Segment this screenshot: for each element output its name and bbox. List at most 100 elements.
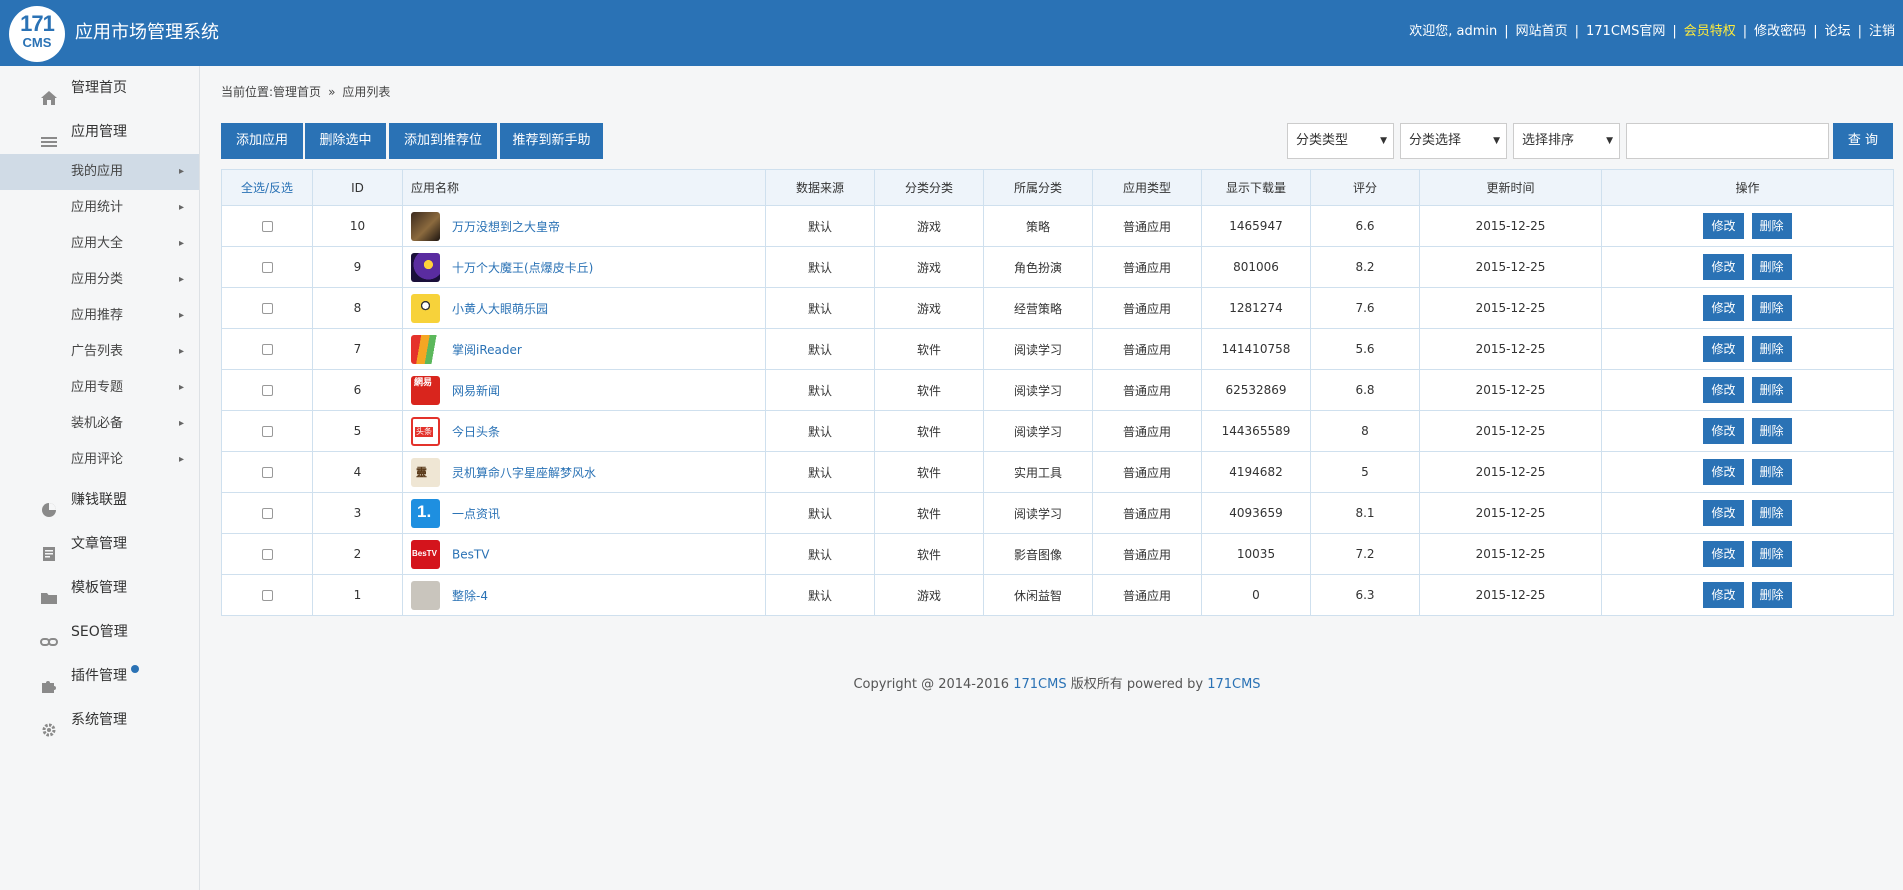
site-home-link[interactable]: 网站首页 bbox=[1515, 24, 1568, 39]
gear-icon bbox=[40, 712, 58, 737]
sidebar-item-app-topic[interactable]: 应用专题 ▸ bbox=[0, 370, 199, 406]
add-to-recommend-button[interactable]: 添加到推荐位 bbox=[389, 123, 497, 159]
sidebar-item-app-manage[interactable]: 应用管理 bbox=[0, 110, 199, 154]
delete-button[interactable]: 删除 bbox=[1751, 500, 1792, 526]
add-app-button[interactable]: 添加应用 bbox=[221, 123, 303, 159]
row-checkbox[interactable] bbox=[261, 221, 273, 232]
delete-button[interactable]: 删除 bbox=[1751, 459, 1792, 485]
cell-category-type: 软件 bbox=[874, 492, 984, 534]
official-site-link[interactable]: 171CMS官网 bbox=[1586, 24, 1666, 39]
row-checkbox[interactable] bbox=[261, 344, 273, 355]
delete-button[interactable]: 删除 bbox=[1751, 336, 1792, 362]
sidebar-item-all-apps[interactable]: 应用大全 ▸ bbox=[0, 226, 199, 262]
edit-button[interactable]: 修改 bbox=[1703, 213, 1744, 239]
delete-button[interactable]: 删除 bbox=[1751, 254, 1792, 280]
row-checkbox[interactable] bbox=[261, 426, 273, 437]
header-downloads: 显示下载量 bbox=[1201, 169, 1311, 206]
delete-button[interactable]: 删除 bbox=[1751, 377, 1792, 403]
breadcrumb-home[interactable]: 管理首页 bbox=[273, 85, 322, 99]
edit-button[interactable]: 修改 bbox=[1703, 541, 1744, 567]
delete-button[interactable]: 删除 bbox=[1751, 418, 1792, 444]
cell-actions: 修改 删除 bbox=[1601, 574, 1894, 616]
sidebar-item-my-apps[interactable]: 我的应用 ▸ bbox=[0, 154, 199, 190]
header-updated: 更新时间 bbox=[1419, 169, 1602, 206]
sidebar-item-money-union[interactable]: 赚钱联盟 bbox=[0, 478, 199, 522]
delete-button[interactable]: 删除 bbox=[1751, 541, 1792, 567]
cell-rating: 5 bbox=[1310, 451, 1420, 493]
edit-button[interactable]: 修改 bbox=[1703, 377, 1744, 403]
edit-button[interactable]: 修改 bbox=[1703, 582, 1744, 608]
footer-brand-link[interactable]: 171CMS bbox=[1207, 677, 1261, 692]
header-rating: 评分 bbox=[1310, 169, 1420, 206]
logo-number: 171 bbox=[20, 11, 55, 36]
cell-category-type: 游戏 bbox=[874, 574, 984, 616]
cell-downloads: 10035 bbox=[1201, 533, 1311, 575]
forum-link[interactable]: 论坛 bbox=[1824, 24, 1851, 39]
row-checkbox[interactable] bbox=[261, 590, 273, 601]
change-password-link[interactable]: 修改密码 bbox=[1754, 24, 1807, 39]
row-checkbox[interactable] bbox=[261, 508, 273, 519]
sidebar-item-app-stats[interactable]: 应用统计 ▸ bbox=[0, 190, 199, 226]
cell-updated: 2015-12-25 bbox=[1419, 328, 1602, 370]
sidebar-item-seo[interactable]: SEO管理 bbox=[0, 610, 199, 654]
sidebar-item-article[interactable]: 文章管理 bbox=[0, 522, 199, 566]
app-name-link[interactable]: 灵机算命八字星座解梦风水 bbox=[452, 465, 597, 480]
sidebar-item-home[interactable]: 管理首页 bbox=[0, 66, 199, 110]
sidebar-item-plugin[interactable]: 插件管理 bbox=[0, 654, 199, 698]
app-name-link[interactable]: 网易新闻 bbox=[452, 383, 501, 398]
edit-button[interactable]: 修改 bbox=[1703, 336, 1744, 362]
delete-selected-button[interactable]: 删除选中 bbox=[305, 123, 386, 159]
cell-source: 默认 bbox=[765, 205, 875, 247]
search-button[interactable]: 查 询 bbox=[1833, 123, 1893, 159]
sidebar-item-app-category[interactable]: 应用分类 ▸ bbox=[0, 262, 199, 298]
sidebar-item-app-comments[interactable]: 应用评论 ▸ bbox=[0, 442, 199, 478]
sort-select[interactable]: 选择排序 ▼ bbox=[1513, 123, 1620, 159]
sidebar-item-system[interactable]: 系统管理 bbox=[0, 698, 199, 742]
row-checkbox[interactable] bbox=[261, 262, 273, 273]
delete-button[interactable]: 删除 bbox=[1751, 295, 1792, 321]
sidebar-item-must-have[interactable]: 装机必备 ▸ bbox=[0, 406, 199, 442]
sidebar-item-ad-list[interactable]: 广告列表 ▸ bbox=[0, 334, 199, 370]
edit-button[interactable]: 修改 bbox=[1703, 254, 1744, 280]
app-name-link[interactable]: 今日头条 bbox=[452, 424, 501, 439]
sidebar-item-app-recommend[interactable]: 应用推荐 ▸ bbox=[0, 298, 199, 334]
row-checkbox[interactable] bbox=[261, 467, 273, 478]
row-checkbox[interactable] bbox=[261, 385, 273, 396]
app-name-link[interactable]: 万万没想到之大皇帝 bbox=[452, 219, 561, 234]
footer-brand-link[interactable]: 171CMS bbox=[1013, 677, 1067, 692]
lightning-monster-icon bbox=[411, 252, 440, 282]
minion-icon bbox=[411, 293, 440, 323]
delete-button[interactable]: 删除 bbox=[1751, 213, 1792, 239]
edit-button[interactable]: 修改 bbox=[1703, 459, 1744, 485]
cell-updated: 2015-12-25 bbox=[1419, 492, 1602, 534]
cell-rating: 7.2 bbox=[1310, 533, 1420, 575]
row-checkbox[interactable] bbox=[261, 303, 273, 314]
cell-source: 默认 bbox=[765, 246, 875, 288]
vip-link[interactable]: 会员特权 bbox=[1683, 24, 1736, 39]
app-name-link[interactable]: 小黄人大眼萌乐园 bbox=[452, 301, 549, 316]
sidebar-item-template[interactable]: 模板管理 bbox=[0, 566, 199, 610]
cell-source: 默认 bbox=[765, 369, 875, 411]
app-name-link[interactable]: 十万个大魔王(点爆皮卡丘) bbox=[452, 260, 594, 275]
category-type-select[interactable]: 分类类型 ▼ bbox=[1287, 123, 1394, 159]
toutiao-icon: 头条 bbox=[411, 416, 440, 446]
delete-button[interactable]: 删除 bbox=[1751, 582, 1792, 608]
category-select[interactable]: 分类选择 ▼ bbox=[1400, 123, 1507, 159]
app-name-link[interactable]: 一点资讯 bbox=[452, 506, 501, 521]
edit-button[interactable]: 修改 bbox=[1703, 295, 1744, 321]
app-name-link[interactable]: BesTV bbox=[452, 547, 490, 561]
search-input[interactable] bbox=[1627, 124, 1828, 158]
app-name-link[interactable]: 整除-4 bbox=[452, 588, 488, 603]
sidebar-sub-label: 我的应用 bbox=[71, 164, 124, 179]
row-checkbox[interactable] bbox=[261, 549, 273, 560]
cell-name: 头条 今日头条 bbox=[402, 410, 766, 452]
cell-updated: 2015-12-25 bbox=[1419, 574, 1602, 616]
select-all-toggle[interactable]: 全选/反选 bbox=[221, 169, 313, 206]
logo[interactable]: 171 CMS bbox=[9, 6, 65, 62]
edit-button[interactable]: 修改 bbox=[1703, 418, 1744, 444]
edit-button[interactable]: 修改 bbox=[1703, 500, 1744, 526]
logout-link[interactable]: 注销 bbox=[1868, 24, 1895, 39]
cell-downloads: 0 bbox=[1201, 574, 1311, 616]
recommend-newbie-button[interactable]: 推荐到新手助 bbox=[500, 123, 603, 159]
app-name-link[interactable]: 掌阅iReader bbox=[452, 342, 522, 357]
